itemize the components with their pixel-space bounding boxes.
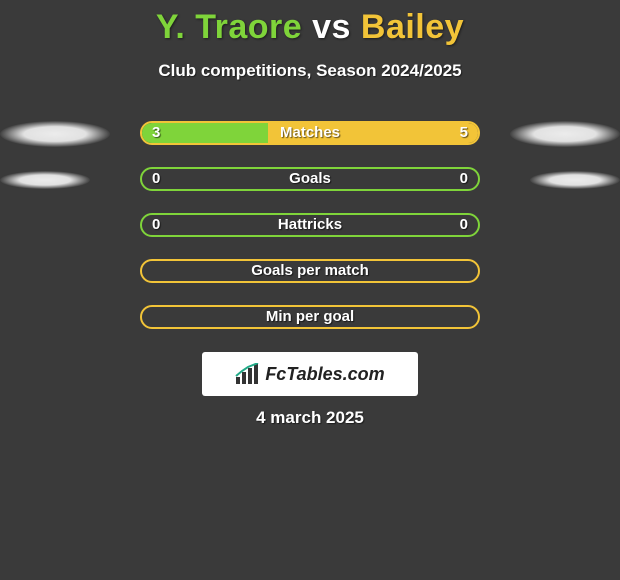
- brand-box: FcTables.com: [202, 352, 418, 396]
- shadow-ellipse-left: [0, 121, 110, 147]
- shadow-ellipse-left: [0, 171, 90, 189]
- shadow-ellipse-right: [530, 171, 620, 189]
- player2-name: Bailey: [361, 8, 464, 46]
- stat-row: Matches3 5: [0, 121, 620, 147]
- stat-value-right: 0: [460, 170, 468, 187]
- comparison-infographic: Y. Traore vs Bailey Club competitions, S…: [0, 0, 620, 580]
- shadow-ellipse-right: [510, 121, 620, 147]
- subtitle: Club competitions, Season 2024/2025: [0, 61, 620, 81]
- stat-value-right: 5: [460, 124, 468, 141]
- stat-bar: Min per goal: [140, 305, 480, 329]
- title: Y. Traore vs Bailey: [0, 0, 620, 47]
- stat-bar: Matches3 5: [140, 121, 480, 145]
- stat-bar: Goals per match: [140, 259, 480, 283]
- fctables-logo-icon: [235, 363, 261, 385]
- stat-label: Hattricks: [142, 216, 478, 233]
- player1-name: Y. Traore: [156, 8, 302, 46]
- stat-value-right: 0: [460, 216, 468, 233]
- stat-row: Min per goal: [0, 305, 620, 331]
- stat-label: Matches: [142, 124, 478, 141]
- date-text: 4 march 2025: [0, 408, 620, 428]
- stat-label: Goals per match: [142, 262, 478, 279]
- stat-rows: Matches35Goals00Hattricks00Goals per mat…: [0, 121, 620, 331]
- stat-bar: Hattricks0 0: [140, 213, 480, 237]
- stat-label: Min per goal: [142, 308, 478, 325]
- stat-value-left: 0: [152, 216, 160, 233]
- stat-value-left: 0: [152, 170, 160, 187]
- stat-row: Hattricks0 0: [0, 213, 620, 239]
- stat-row: Goals per match: [0, 259, 620, 285]
- brand-text: FcTables.com: [265, 364, 384, 385]
- stat-bar: Goals0 0: [140, 167, 480, 191]
- stat-value-left: 3: [152, 124, 160, 141]
- stat-label: Goals: [142, 170, 478, 187]
- vs-text: vs: [312, 8, 351, 46]
- stat-row: Goals0 0: [0, 167, 620, 193]
